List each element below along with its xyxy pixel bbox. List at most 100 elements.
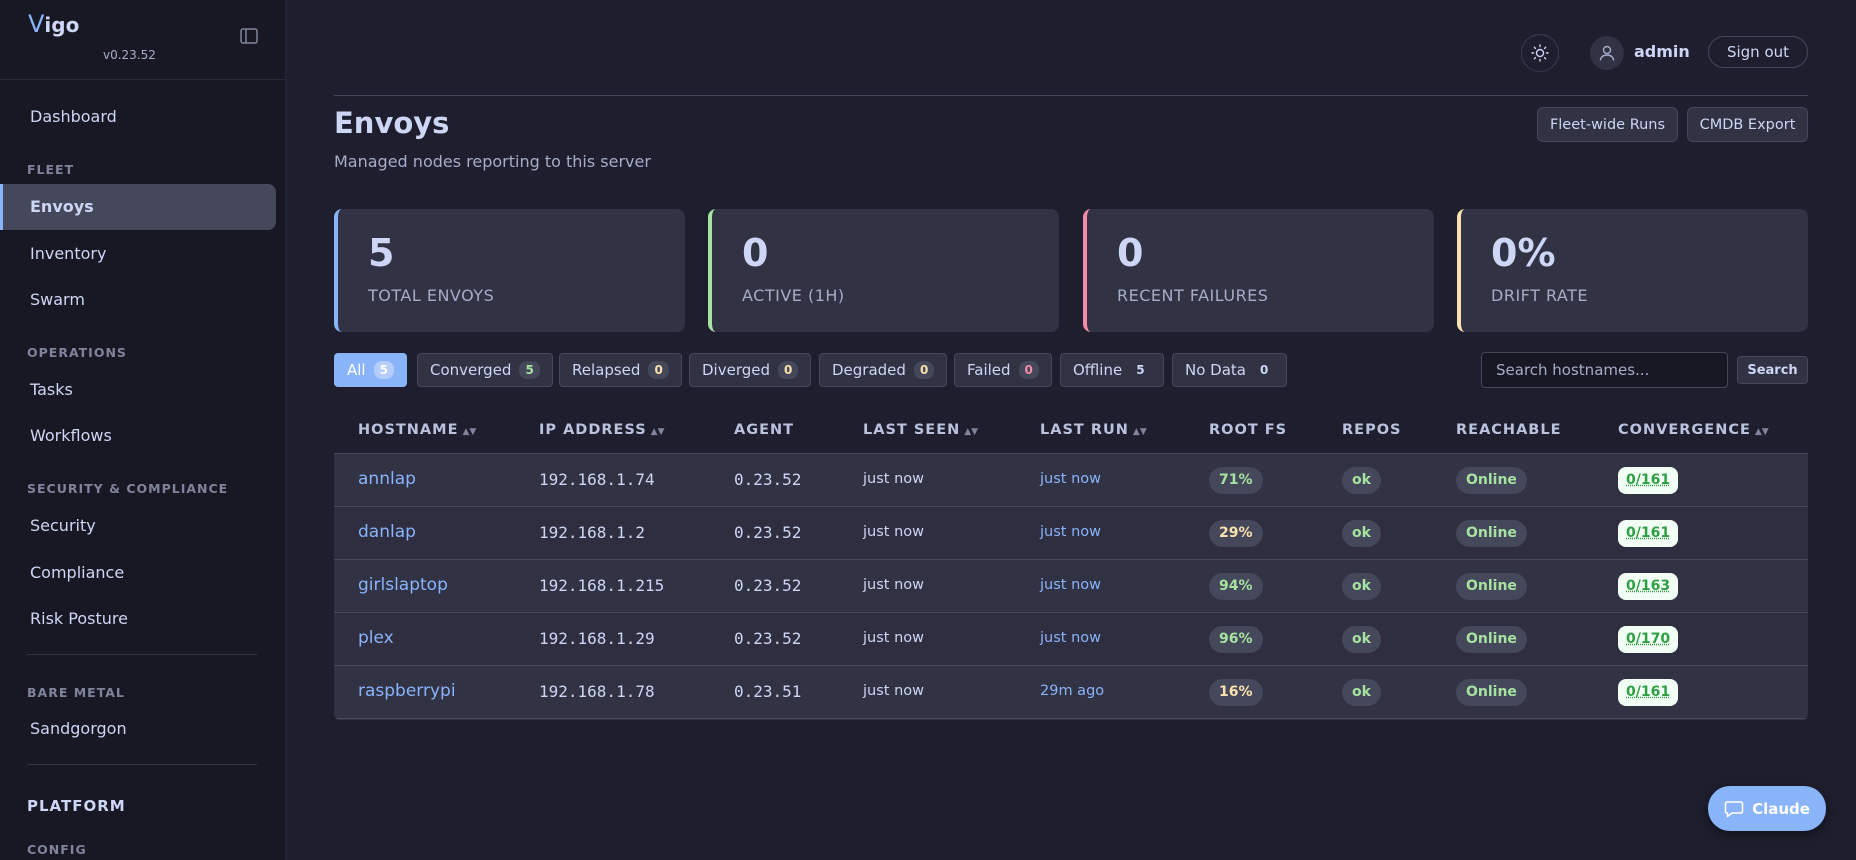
- sidebar-item-inventory[interactable]: Inventory: [30, 244, 107, 263]
- filter-failed[interactable]: Failed 0: [954, 353, 1052, 387]
- last-run-link[interactable]: just now: [1040, 471, 1101, 487]
- last-seen: just now: [863, 471, 924, 487]
- filter-label: Degraded: [832, 361, 906, 379]
- repos-badge: ok: [1342, 679, 1381, 706]
- reachable-badge: Online: [1456, 626, 1527, 653]
- avatar[interactable]: [1590, 36, 1624, 70]
- section-config[interactable]: CONFIG: [27, 842, 87, 857]
- stat-value: 0: [742, 231, 769, 275]
- column-header-reachable: REACHABLE: [1456, 422, 1562, 438]
- sort-icon[interactable]: ▲▼: [1754, 427, 1769, 437]
- sidebar-item-envoys[interactable]: Envoys: [0, 184, 276, 230]
- table-row[interactable]: danlap 192.168.1.2 0.23.52 just now just now…: [334, 507, 1808, 560]
- hostname-link[interactable]: annlap: [358, 469, 416, 489]
- reachable-badge: Online: [1456, 467, 1527, 494]
- column-header-hostname[interactable]: HOSTNAME ▲▼: [358, 422, 477, 438]
- filter-count: 5: [1136, 363, 1145, 377]
- search-button[interactable]: Search: [1737, 356, 1808, 384]
- reachable-badge: Online: [1456, 679, 1527, 706]
- last-run-link[interactable]: just now: [1040, 577, 1101, 593]
- table-row[interactable]: annlap 192.168.1.74 0.23.52 just now just no…: [334, 454, 1808, 507]
- sidebar-item-swarm[interactable]: Swarm: [30, 290, 85, 309]
- column-header-root-fs: ROOT FS: [1209, 422, 1288, 438]
- agent-version: 0.23.51: [734, 682, 802, 701]
- table-row[interactable]: plex 192.168.1.29 0.23.52 just now just now 9…: [334, 613, 1808, 666]
- chat-icon: [1724, 800, 1744, 817]
- hostname-link[interactable]: girlslaptop: [358, 575, 448, 595]
- root-fs-badge: 16%: [1209, 679, 1263, 706]
- convergence-badge[interactable]: 0/170: [1618, 626, 1679, 653]
- stat-value: 0: [1117, 231, 1144, 275]
- reachable-badge: Online: [1456, 520, 1527, 547]
- sort-icon[interactable]: ▲▼: [462, 427, 477, 437]
- hostname-link[interactable]: plex: [358, 628, 394, 648]
- user-icon: [1599, 45, 1615, 61]
- ip-address: 192.168.1.2: [539, 523, 645, 542]
- hostname-link[interactable]: raspberrypi: [358, 681, 456, 701]
- header-divider: [334, 95, 1808, 96]
- sidebar-divider: [27, 764, 257, 765]
- sidebar-item-risk-posture[interactable]: Risk Posture: [30, 609, 128, 628]
- last-seen: just now: [863, 577, 924, 593]
- filter-label: Converged: [430, 361, 512, 379]
- sidebar-item-sandgorgon[interactable]: Sandgorgon: [30, 719, 127, 738]
- convergence-badge[interactable]: 0/161: [1618, 679, 1679, 706]
- sidebar: Vigo v0.23.52 Dashboard FLEET Envoys Inv…: [0, 0, 286, 860]
- sidebar-divider: [27, 654, 257, 655]
- column-header-last-run[interactable]: LAST RUN ▲▼: [1040, 422, 1147, 438]
- root-fs-badge: 94%: [1209, 573, 1263, 600]
- filter-no-data[interactable]: No Data 0: [1172, 353, 1288, 387]
- table-row[interactable]: girlslaptop 192.168.1.215 0.23.52 just now j…: [334, 560, 1808, 613]
- filter-offline[interactable]: Offline 5: [1060, 353, 1164, 387]
- filter-label: Diverged: [702, 361, 770, 379]
- last-run-link[interactable]: 29m ago: [1040, 683, 1105, 699]
- filter-converged[interactable]: Converged 5: [417, 353, 553, 387]
- filter-count: 0: [648, 361, 669, 379]
- sort-icon[interactable]: ▲▼: [964, 427, 979, 437]
- column-header-ip-address[interactable]: IP ADDRESS ▲▼: [539, 422, 665, 438]
- sign-out-button[interactable]: Sign out: [1708, 36, 1808, 68]
- column-header-convergence[interactable]: CONVERGENCE ▲▼: [1618, 422, 1769, 438]
- section-fleet: FLEET: [27, 162, 75, 177]
- column-header-last-seen[interactable]: LAST SEEN ▲▼: [863, 422, 979, 438]
- stat-value: 0%: [1491, 231, 1556, 275]
- convergence-badge[interactable]: 0/163: [1618, 573, 1679, 600]
- filter-degraded[interactable]: Degraded 0: [819, 353, 948, 387]
- fleet-wide-runs-button[interactable]: Fleet-wide Runs: [1537, 107, 1678, 142]
- section-security: SECURITY & COMPLIANCE: [27, 481, 229, 496]
- search-input[interactable]: [1481, 352, 1728, 388]
- filter-relapsed[interactable]: Relapsed 0: [559, 353, 682, 387]
- sidebar-toggle-icon[interactable]: [238, 26, 260, 46]
- convergence-badge[interactable]: 0/161: [1618, 520, 1679, 547]
- logo[interactable]: Vigo: [28, 10, 79, 38]
- sidebar-item-tasks[interactable]: Tasks: [30, 380, 73, 399]
- section-operations: OPERATIONS: [27, 345, 127, 360]
- filter-all[interactable]: All 5: [334, 353, 407, 387]
- sidebar-item-compliance[interactable]: Compliance: [30, 563, 125, 582]
- last-run-link[interactable]: just now: [1040, 524, 1101, 540]
- hostname-link[interactable]: danlap: [358, 522, 416, 542]
- sort-icon[interactable]: ▲▼: [650, 427, 665, 437]
- filter-count: 5: [519, 361, 540, 379]
- envoys-table: HOSTNAME ▲▼ IP ADDRESS ▲▼ AGENT LAST SEEN ▲…: [334, 408, 1808, 720]
- sort-icon[interactable]: ▲▼: [1132, 427, 1147, 437]
- cmdb-export-button[interactable]: CMDB Export: [1687, 107, 1808, 142]
- sidebar-item-security[interactable]: Security: [30, 516, 96, 535]
- section-bare-metal: BARE METAL: [27, 685, 125, 700]
- stat-card-recent-failures: 0 RECENT FAILURES: [1083, 209, 1434, 332]
- sidebar-item-dashboard[interactable]: Dashboard: [30, 107, 117, 126]
- brand[interactable]: Vigo v0.23.52: [28, 10, 156, 62]
- last-seen: just now: [863, 683, 924, 699]
- agent-version: 0.23.52: [734, 576, 802, 595]
- sidebar-item-workflows[interactable]: Workflows: [30, 426, 112, 445]
- last-run-link[interactable]: just now: [1040, 630, 1101, 646]
- filter-diverged[interactable]: Diverged 0: [689, 353, 812, 387]
- section-platform[interactable]: PLATFORM: [27, 797, 126, 815]
- root-fs-badge: 71%: [1209, 467, 1263, 494]
- last-seen: just now: [863, 630, 924, 646]
- claude-assistant-button[interactable]: Claude: [1708, 786, 1826, 831]
- convergence-badge[interactable]: 0/161: [1618, 467, 1679, 494]
- theme-toggle-button[interactable]: [1521, 34, 1559, 72]
- stat-card-active: 0 ACTIVE (1H): [708, 209, 1059, 332]
- table-row[interactable]: raspberrypi 192.168.1.78 0.23.51 just now 29…: [334, 666, 1808, 719]
